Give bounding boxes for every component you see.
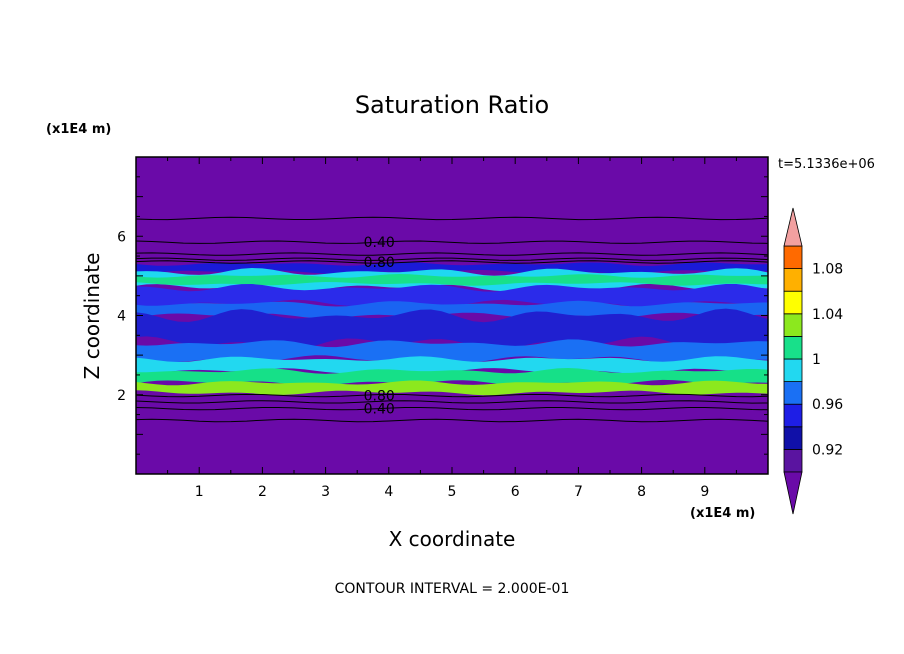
saturation-band [136, 262, 768, 274]
contour-line [135, 400, 769, 404]
colorbar-label: 0.96 [812, 397, 843, 413]
time-label: t=5.1336e+06 [778, 157, 875, 172]
x-tick-label: 6 [511, 484, 520, 500]
colorbar-segment [783, 381, 803, 405]
colorbar-over-triangle [783, 207, 803, 247]
contour-line [135, 252, 769, 256]
y-tick-label: 6 [117, 229, 126, 245]
colorbar-segment [783, 335, 803, 360]
contour-line [135, 407, 769, 411]
contour-interval-note: CONTOUR INTERVAL = 2.000E-01 [335, 581, 570, 597]
contour-lines: 0.400.800.800.40 [135, 216, 769, 423]
colorbar-segment [783, 426, 803, 450]
colorbar-label: 1 [812, 352, 821, 368]
y-unit-label: (x1E4 m) [46, 122, 111, 137]
colorbar-label: 1.04 [812, 307, 843, 323]
contour-line [135, 418, 769, 423]
contour-label: 0.80 [364, 389, 395, 405]
saturation-band [136, 380, 768, 396]
saturation-band [136, 300, 768, 319]
colorbar-segment [783, 448, 803, 473]
colorbar-label: 0.92 [812, 442, 843, 458]
colorbar-under-triangle [783, 471, 803, 515]
y-axis-title: Z coordinate [80, 253, 104, 380]
x-tick-label: 9 [700, 484, 709, 500]
y-tick-label: 4 [117, 309, 126, 325]
colorbar-segment [783, 268, 803, 292]
contour-line [135, 393, 769, 398]
contour-line [135, 240, 769, 244]
saturation-band [136, 274, 768, 286]
chart-title: Saturation Ratio [355, 91, 549, 119]
colorbar-label: 1.08 [812, 262, 843, 278]
x-tick-label: 8 [637, 484, 646, 500]
saturation-band [136, 339, 768, 363]
contour-line [135, 257, 769, 261]
colorbar: 1.08 1.04 1 0.96 0.92 [783, 207, 843, 515]
x-tick-label: 7 [574, 484, 583, 500]
saturation-band [136, 356, 768, 374]
y-tick-label: 2 [117, 388, 126, 404]
x-tick-label: 4 [384, 484, 393, 500]
colorbar-segment [783, 358, 803, 383]
contour-label: 0.80 [364, 255, 395, 271]
contour-label: 0.40 [364, 235, 395, 251]
x-unit-label: (x1E4 m) [690, 506, 755, 521]
colorbar-segment [783, 245, 803, 270]
x-tick-label: 5 [448, 484, 457, 500]
x-tick-label: 3 [321, 484, 330, 500]
contour-plot-area [136, 157, 768, 474]
saturation-band [136, 368, 768, 386]
y-axis: 2 4 6 [117, 176, 768, 455]
contour-line [135, 260, 769, 264]
contour-line [135, 216, 769, 221]
x-tick-label: 2 [258, 484, 267, 500]
saturation-band [136, 308, 768, 350]
saturation-band [136, 284, 768, 308]
x-tick-label: 1 [195, 484, 204, 500]
x-axis: 1 2 3 4 5 6 7 8 9 [167, 157, 737, 500]
colorbar-segment [783, 313, 803, 337]
colorbar-segment [783, 403, 803, 428]
contour-label: 0.40 [364, 402, 395, 418]
colorbar-segment [783, 290, 803, 315]
x-axis-title: X coordinate [389, 527, 516, 551]
